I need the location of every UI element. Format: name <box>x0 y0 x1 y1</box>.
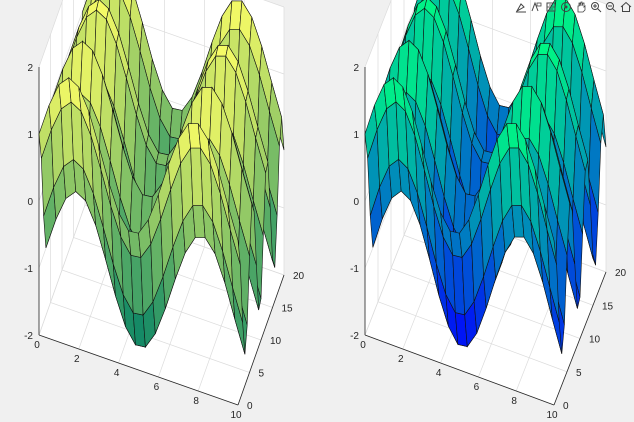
x-tick-label: 2 <box>74 354 80 365</box>
x-tick-label: 6 <box>154 382 160 393</box>
y-tick-label: 15 <box>602 301 614 312</box>
y-tick-label: 10 <box>589 335 601 346</box>
y-tick-label: 5 <box>576 368 582 379</box>
surface-patches <box>364 0 607 354</box>
x-tick-label: 4 <box>114 368 120 379</box>
hand-icon[interactable] <box>574 1 587 14</box>
z-tick-label: 1 <box>353 130 359 141</box>
brush-icon[interactable] <box>514 1 527 14</box>
z-tick-label: -2 <box>350 331 359 342</box>
x-tick-label: 10 <box>230 410 242 421</box>
x-tick-label: 8 <box>193 396 199 407</box>
x-tick-label: 0 <box>360 340 366 351</box>
y-tick-label: 10 <box>270 336 282 347</box>
home-icon[interactable] <box>619 1 632 14</box>
surface-patches <box>38 0 285 355</box>
z-tick-label: -1 <box>350 264 359 275</box>
z-tick-label: 0 <box>27 197 33 208</box>
zoom-out-icon[interactable] <box>604 1 617 14</box>
y-tick-label: 20 <box>293 271 305 282</box>
x-tick-label: 4 <box>436 368 442 379</box>
z-tick-label: -2 <box>24 331 33 342</box>
x-axis-line <box>38 334 239 406</box>
z-tick-label: 2 <box>353 63 359 74</box>
y-tick-label: 20 <box>615 268 627 279</box>
y-tick-label: 15 <box>282 304 294 315</box>
pan-icon[interactable] <box>559 1 572 14</box>
z-tick-label: -1 <box>24 264 33 275</box>
axes-toolbar <box>514 0 632 14</box>
surface-patch <box>544 205 557 265</box>
grid-line-z <box>364 0 607 68</box>
datatip-icon[interactable] <box>529 1 542 14</box>
y-tick-label: 0 <box>247 401 253 412</box>
z-tick-label: 2 <box>27 63 33 74</box>
z-tick-label: 0 <box>353 197 359 208</box>
surface-axes-2: 0 2 4 6 8 10 0 5 10 15 20 -2 -1 0 1 2 <box>350 0 627 421</box>
y-axis-line <box>237 274 285 406</box>
z-tick-label: 1 <box>27 130 33 141</box>
x-tick-label: 2 <box>398 354 404 365</box>
surface-axes-1: 0 2 4 6 8 10 0 5 10 15 20 -2 -1 0 1 2 <box>24 0 305 421</box>
y-tick-label: 5 <box>259 369 265 380</box>
x-tick-label: 10 <box>546 410 558 421</box>
rotate-icon[interactable] <box>544 1 557 14</box>
y-tick-label: 0 <box>563 401 569 412</box>
zoom-in-icon[interactable] <box>589 1 602 14</box>
grid-line-z <box>38 0 285 68</box>
x-tick-label: 6 <box>474 382 480 393</box>
y-axis-line <box>553 271 607 406</box>
x-axis-line <box>364 334 555 406</box>
surface-patch <box>227 205 241 265</box>
x-tick-label: 0 <box>34 340 40 351</box>
x-tick-label: 8 <box>511 396 517 407</box>
